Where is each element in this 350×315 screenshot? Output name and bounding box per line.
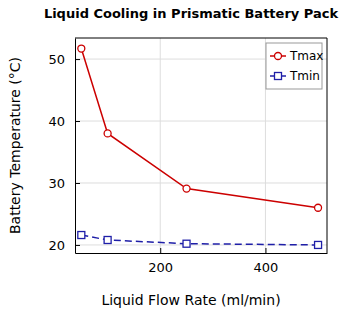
tick: 40 (48, 114, 80, 129)
marker (315, 204, 322, 211)
marker (315, 241, 322, 248)
y-axis: 20 30 40 50 (48, 39, 80, 254)
axis-line (76, 253, 328, 254)
tick-mark (75, 121, 80, 122)
tick-mark (75, 59, 80, 60)
tick-mark (265, 248, 266, 253)
marker (78, 232, 85, 239)
x-axis-title: Liquid Flow Rate (ml/min) (101, 292, 280, 308)
tick: 400 (254, 248, 279, 275)
tick-label: 30 (48, 176, 65, 191)
marker (183, 240, 190, 247)
marker (78, 45, 85, 52)
tick-label: 200 (148, 260, 173, 275)
axis-line (75, 39, 76, 254)
grid (75, 38, 327, 253)
grid-line (75, 182, 327, 183)
legend-marker (275, 53, 282, 60)
grid-line (160, 38, 161, 253)
legend: Tmax Tmin (266, 43, 323, 89)
tick-label: 400 (254, 260, 279, 275)
legend-label: Tmin (289, 69, 320, 83)
tick: 20 (48, 238, 80, 253)
frame (75, 38, 327, 39)
title: Liquid Cooling in Prismatic Battery Pack (44, 6, 339, 21)
frame (327, 38, 328, 253)
chart: 200 400 20 30 40 50 Tmax Tmin Liquid Cooling in … (0, 0, 350, 315)
series-line (81, 235, 318, 245)
tick-label: 50 (48, 52, 65, 67)
x-axis: 200 400 (76, 248, 328, 275)
grid-line (75, 244, 327, 245)
tick-mark (75, 245, 80, 246)
grid-line (75, 121, 327, 122)
tick-mark (160, 248, 161, 253)
legend-marker (275, 73, 282, 80)
data-area (78, 45, 322, 248)
tick: 50 (48, 52, 80, 67)
legend-label: Tmax (289, 49, 323, 63)
plot-area: 200 400 20 30 40 50 Tmax Tmin (48, 38, 327, 275)
marker (104, 236, 111, 243)
tick-mark (75, 183, 80, 184)
marker (104, 130, 111, 137)
marker (183, 185, 190, 192)
tick: 30 (48, 176, 80, 191)
tick-label: 40 (48, 114, 65, 129)
tick: 200 (148, 248, 173, 275)
y-axis-title: Battery Temperature (°C) (7, 57, 23, 234)
tick-label: 20 (48, 238, 65, 253)
